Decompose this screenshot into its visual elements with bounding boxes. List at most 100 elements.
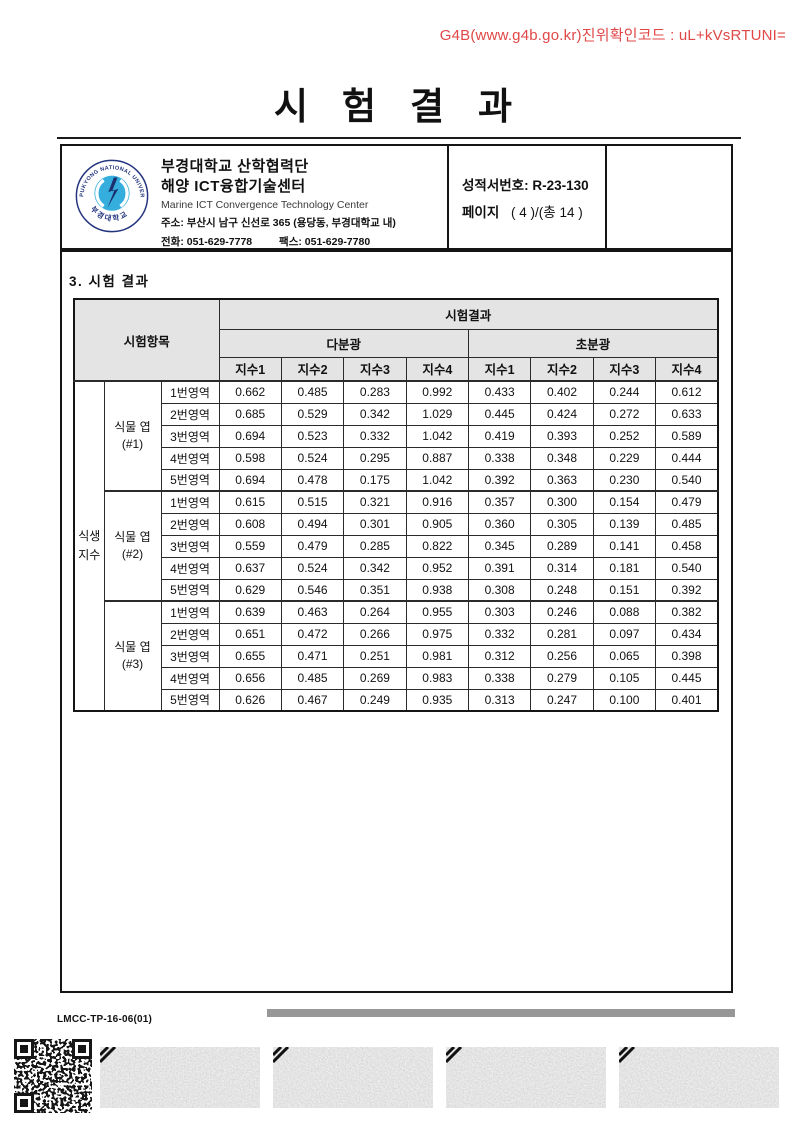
footer-bar [267, 1009, 735, 1017]
group-label-cell: 식물 엽 (#2) [103, 490, 162, 602]
header-hyperspectral: 초분광 [467, 328, 719, 358]
value-cell-hyper: 0.612 [655, 380, 719, 404]
value-cell-hyper: 0.229 [592, 446, 657, 470]
value-cell-multi: 0.529 [280, 402, 345, 426]
org-address: 주소: 부산시 남구 신선로 365 (용당동, 부경대학교 내) [161, 216, 396, 229]
value-cell-hyper: 0.633 [655, 402, 719, 426]
table-row: 2번영역 0.651 0.472 0.266 0.975 0.332 0.281 0.097 0… [74, 622, 719, 646]
value-cell-hyper: 0.345 [467, 534, 532, 558]
group-label-cell: 식물 엽 (#1) [103, 380, 162, 492]
report-page: 페이지 ( 4 )/(총 14 ) [462, 201, 605, 221]
org-phone: 전화: 051-629-7778 [161, 235, 253, 248]
page-title: 시 험 결 과 [274, 86, 524, 127]
value-cell-multi: 0.629 [218, 578, 282, 602]
value-cell-multi: 0.472 [280, 622, 345, 646]
value-cell-multi: 1.042 [405, 424, 469, 448]
table-header-row-1: 시험항목 시험결과 [73, 298, 719, 382]
value-cell-multi: 0.955 [405, 600, 469, 624]
header-index: 지수1 [218, 356, 282, 382]
header-index: 지수3 [592, 356, 657, 382]
value-cell-multi: 0.981 [405, 644, 469, 668]
group-sub-label: (#1) [121, 437, 144, 451]
value-cell-hyper: 0.141 [592, 534, 657, 558]
region-cell: 5번영역 [160, 468, 220, 492]
value-cell-multi: 0.266 [343, 622, 407, 646]
group-label: 식물 엽 [114, 640, 151, 655]
table-row: 4번영역 0.637 0.524 0.342 0.952 0.391 0.314 0.181 0… [74, 556, 719, 580]
value-cell-hyper: 0.479 [655, 490, 719, 514]
value-cell-hyper: 0.391 [467, 556, 532, 580]
value-cell-multi: 0.524 [280, 446, 345, 470]
results-table: 시험항목 시험결과 다분광 초분광 지수1 지수2 지수3 지수4 지수1 지수… [73, 298, 719, 712]
table-row: 3번영역 0.655 0.471 0.251 0.981 0.312 0.256 0.065 0… [74, 644, 719, 668]
value-cell-multi: 0.485 [280, 666, 345, 690]
value-cell-multi: 0.494 [280, 512, 345, 536]
region-cell: 3번영역 [160, 534, 220, 558]
region-cell: 2번영역 [160, 622, 220, 646]
table-row: 2번영역 0.608 0.494 0.301 0.905 0.360 0.305 0.139 0… [74, 512, 719, 536]
value-cell-multi: 0.559 [218, 534, 282, 558]
org-name-kr-2: 해양 ICT융합기술센터 [161, 177, 306, 195]
group-sub-label: (#2) [121, 547, 144, 561]
value-cell-hyper: 0.256 [530, 644, 594, 668]
value-cell-multi: 0.651 [218, 622, 282, 646]
document-code: LMCC-TP-16-06(01) [57, 1014, 153, 1025]
value-cell-hyper: 0.105 [592, 666, 657, 690]
value-cell-hyper: 0.445 [467, 402, 532, 426]
header-box: PUKYONG NATIONAL UNIVERSITY 부 경 대 학 교 부경… [60, 144, 733, 250]
value-cell-multi: 0.935 [405, 688, 469, 712]
value-cell-hyper: 0.445 [655, 666, 719, 690]
value-cell-hyper: 0.247 [530, 688, 594, 712]
value-cell-hyper: 0.303 [467, 600, 532, 624]
region-cell: 1번영역 [160, 600, 220, 624]
watermark-strip-icon [100, 1047, 260, 1108]
value-cell-multi: 0.479 [280, 534, 345, 558]
value-cell-hyper: 0.363 [530, 468, 594, 492]
header-test-result: 시험결과 [218, 298, 719, 330]
table-row: 3번영역 0.559 0.479 0.285 0.822 0.345 0.289 0.141 0… [74, 534, 719, 558]
value-cell-multi: 0.251 [343, 644, 407, 668]
value-cell-hyper: 0.313 [467, 688, 532, 712]
value-cell-multi: 0.351 [343, 578, 407, 602]
value-cell-multi: 0.249 [343, 688, 407, 712]
value-cell-multi: 0.524 [280, 556, 345, 580]
value-cell-multi: 0.175 [343, 468, 407, 492]
value-cell-hyper: 0.419 [467, 424, 532, 448]
value-cell-multi: 0.264 [343, 600, 407, 624]
value-cell-hyper: 0.154 [592, 490, 657, 514]
value-cell-hyper: 0.382 [655, 600, 719, 624]
value-cell-hyper: 0.433 [467, 380, 532, 404]
value-cell-multi: 0.983 [405, 666, 469, 690]
region-cell: 5번영역 [160, 578, 220, 602]
section-title: 3. 시험 결과 [69, 274, 150, 289]
value-cell-hyper: 0.589 [655, 424, 719, 448]
value-cell-hyper: 0.308 [467, 578, 532, 602]
value-cell-multi: 0.992 [405, 380, 469, 404]
report-number: 성적서번호: R-23-130 [462, 174, 605, 194]
value-cell-multi: 0.471 [280, 644, 345, 668]
value-cell-multi: 0.626 [218, 688, 282, 712]
value-cell-multi: 0.342 [343, 556, 407, 580]
value-cell-hyper: 0.246 [530, 600, 594, 624]
region-cell: 3번영역 [160, 644, 220, 668]
group-label: 식물 엽 [114, 530, 151, 545]
value-cell-multi: 0.342 [343, 402, 407, 426]
value-cell-hyper: 0.281 [530, 622, 594, 646]
value-cell-multi: 0.478 [280, 468, 345, 492]
value-cell-hyper: 0.338 [467, 666, 532, 690]
value-cell-multi: 0.639 [218, 600, 282, 624]
group-sub-label: (#3) [121, 657, 144, 671]
value-cell-hyper: 0.357 [467, 490, 532, 514]
table-row: 4번영역 0.656 0.485 0.269 0.983 0.338 0.279 0.105 0… [74, 666, 719, 690]
value-cell-multi: 0.269 [343, 666, 407, 690]
watermark-strip-icon [273, 1047, 433, 1108]
table-row: 3번영역 0.694 0.523 0.332 1.042 0.419 0.393 0.252 0… [74, 424, 719, 448]
value-cell-multi: 0.694 [218, 424, 282, 448]
region-cell: 3번영역 [160, 424, 220, 448]
title-divider [57, 137, 741, 139]
value-cell-multi: 0.975 [405, 622, 469, 646]
value-cell-multi: 1.029 [405, 402, 469, 426]
region-cell: 4번영역 [160, 446, 220, 470]
value-cell-multi: 0.321 [343, 490, 407, 514]
value-cell-hyper: 0.088 [592, 600, 657, 624]
